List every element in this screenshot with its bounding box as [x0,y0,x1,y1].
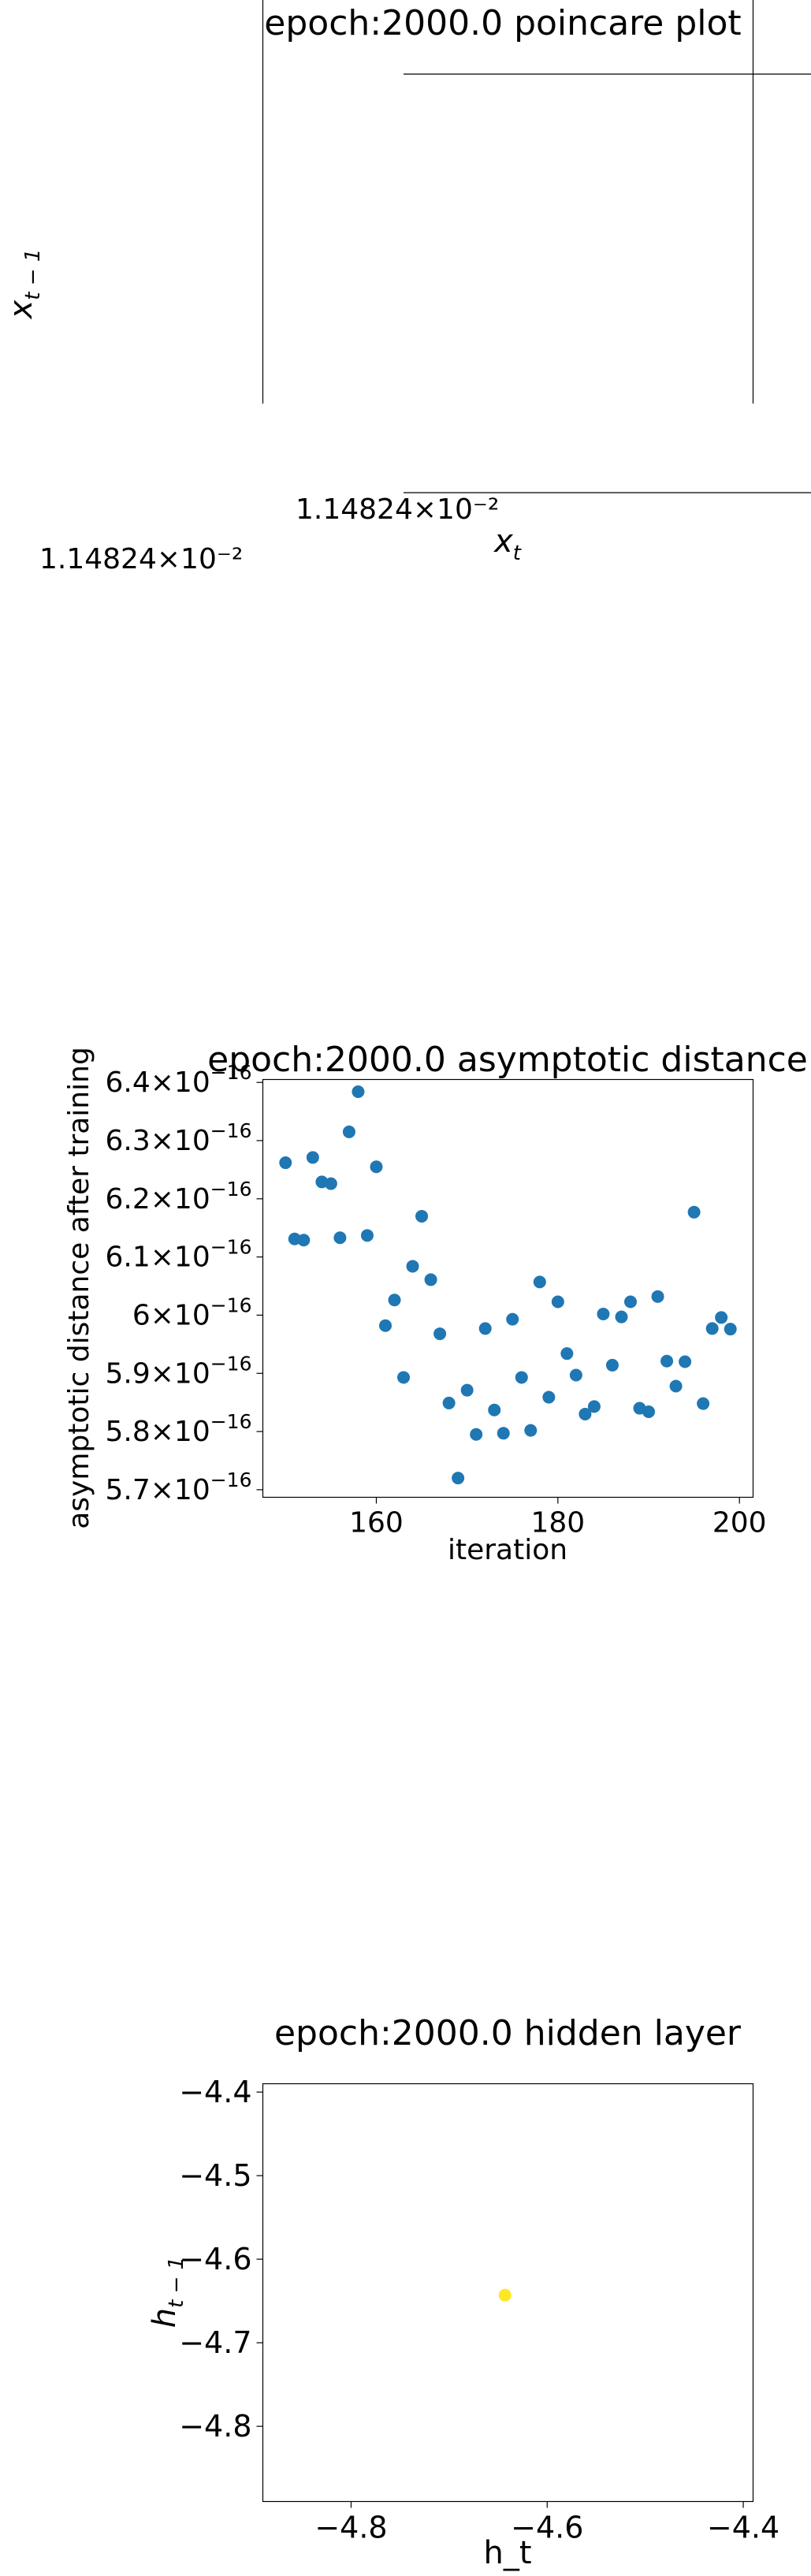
asymptotic-xlabel: iteration [448,1534,567,1566]
data-point [660,1354,674,1368]
data-point [397,1371,411,1384]
data-point [605,1358,619,1372]
hidden-state-point [498,2288,512,2302]
hidden-title: epoch:2000.0 hidden layer [274,2013,742,2053]
data-point [560,1347,574,1361]
y-tick-label: 5.7×10−16 [106,1469,252,1506]
data-point [379,1319,392,1332]
hidden-points [498,2288,512,2302]
data-point [551,1295,564,1308]
data-point [578,1407,592,1420]
data-point [306,1151,319,1164]
data-point [651,1290,664,1303]
data-point [388,1294,401,1307]
data-point [506,1312,519,1326]
data-point [424,1273,437,1286]
data-point [533,1275,546,1289]
data-point [452,1472,465,1485]
data-point [460,1383,474,1397]
data-point [615,1310,628,1323]
asymptotic-y-ticks: 5.7×10−16 5.8×10−16 5.9×10−16 6×10−16 6.1×10… [106,1061,263,1506]
x-tick-label: −4.6 [511,2511,583,2545]
x-tick-label: −4.4 [707,2511,779,2545]
data-point [370,1160,383,1174]
data-point [279,1156,292,1170]
data-point [687,1205,701,1219]
data-point [697,1397,710,1410]
data-point [724,1323,737,1336]
data-point [542,1390,556,1404]
data-point [352,1085,365,1099]
y-tick-label: 6.2×10−16 [106,1178,252,1215]
poincare-ylabel: xt − 1 [3,249,45,321]
hidden-layer-chart: epoch:2000.0 hidden layer −4.4−4.5−4.6−4… [147,2013,779,2571]
x-tick-label: 180 [530,1507,585,1539]
y-tick-label: −4.8 [179,2409,251,2444]
hidden-x-ticks: −4.8 −4.6 −4.4 [314,2501,779,2545]
x-tick-label: 200 [712,1507,767,1539]
hidden-y-ticks: −4.4 −4.5 −4.6 −4.7 −4.8 [179,2075,263,2444]
data-point [524,1424,538,1437]
y-tick-label: 6.1×10−16 [106,1236,252,1274]
data-point [642,1405,656,1418]
y-tick-label: −4.7 [179,2325,251,2360]
data-point [705,1322,719,1335]
data-point [415,1209,429,1223]
data-point [433,1327,447,1341]
asymptotic-chart: epoch:2000.0 asymptotic distance 5.7×10−… [63,1040,808,1566]
data-point [470,1428,483,1441]
data-point [297,1234,311,1247]
data-point [360,1229,374,1242]
asymptotic-ylabel: asymptotic distance after training [63,1047,95,1529]
data-point [679,1355,692,1368]
x-tick-label: −4.8 [314,2511,387,2545]
asymptotic-title: epoch:2000.0 asymptotic distance [207,1040,808,1080]
hidden-ylabel: ht − 1 [147,2257,188,2328]
asymptotic-points [279,1085,737,1485]
data-point [497,1427,510,1440]
y-tick-label: −4.6 [179,2242,251,2276]
asymptotic-plot-frame [262,1078,754,1498]
data-point [597,1307,610,1320]
poincare-xlabel: xt [493,523,522,565]
poincare-title: epoch:2000.0 poincare plot [264,3,741,43]
x-tick-label: 160 [349,1507,404,1539]
y-tick-label: 5.9×10−16 [106,1352,252,1390]
poincare-chart: epoch:2000.0 poincare plot 1.14824×10⁻² … [3,0,811,575]
data-point [324,1177,337,1190]
asymptotic-x-ticks: 160 180 200 [349,1497,767,1539]
data-point [488,1403,501,1416]
poincare-x-offset-label: 1.14824×10⁻² [296,493,499,526]
y-tick-label: −4.4 [179,2075,251,2109]
y-tick-label: 5.8×10−16 [106,1410,252,1448]
hidden-xlabel: h_t [483,2535,531,2571]
data-point [478,1322,492,1335]
data-point [515,1371,528,1384]
data-point [715,1311,728,1324]
y-tick-label: −4.5 [179,2158,251,2193]
data-point [587,1400,601,1413]
y-tick-label: 6.4×10−16 [106,1061,252,1099]
poincare-y-offset-label: 1.14824×10⁻² [39,543,243,575]
data-point [442,1396,456,1409]
data-point [406,1260,419,1273]
hidden-plot-frame [262,2083,754,2503]
data-point [569,1368,582,1382]
y-tick-label: 6×10−16 [132,1294,252,1331]
data-point [669,1379,683,1393]
y-tick-label: 6.3×10−16 [106,1119,252,1157]
data-point [624,1295,637,1308]
data-point [342,1125,355,1138]
data-point [333,1231,347,1245]
